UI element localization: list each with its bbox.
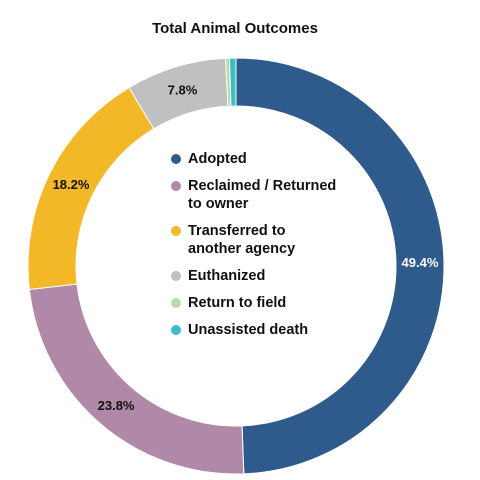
slice-adopted	[235, 57, 445, 475]
legend-label-unassisted-death: Unassisted death	[188, 322, 309, 338]
slice-transferred	[27, 86, 155, 291]
legend-item-unassisted-death: Unassisted death	[171, 321, 341, 339]
legend-label-transferred: Transferred to another agency	[188, 223, 296, 257]
chart-title: Total Animal Outcomes	[152, 20, 318, 37]
legend-label-reclaimed: Reclaimed / Returned to owner	[188, 178, 337, 212]
legend-item-euthanized: Euthanized	[171, 267, 341, 285]
legend-swatch-reclaimed	[171, 181, 181, 191]
legend-label-adopted: Adopted	[188, 151, 247, 167]
legend-swatch-unassisted-death	[171, 325, 181, 335]
legend-label-euthanized: Euthanized	[188, 268, 266, 284]
slice-unassisted-death	[228, 57, 237, 107]
legend-item-return-to-field: Return to field	[171, 294, 341, 312]
legend-item-transferred: Transferred to another agency	[171, 222, 341, 258]
legend-swatch-transferred	[171, 226, 181, 236]
data-label-euthanized: 7.8%	[168, 82, 198, 97]
data-label-reclaimed: 23.8%	[98, 398, 135, 413]
legend-item-reclaimed: Reclaimed / Returned to owner	[171, 177, 341, 213]
legend-item-adopted: Adopted	[171, 150, 341, 168]
legend-label-return-to-field: Return to field	[188, 295, 287, 311]
legend-swatch-return-to-field	[171, 298, 181, 308]
legend-swatch-adopted	[171, 154, 181, 164]
legend-swatch-euthanized	[171, 271, 181, 281]
data-label-transferred: 18.2%	[53, 177, 90, 192]
legend: Adopted Reclaimed / Returned to owner Tr…	[171, 150, 341, 348]
data-label-adopted: 49.4%	[402, 255, 439, 270]
